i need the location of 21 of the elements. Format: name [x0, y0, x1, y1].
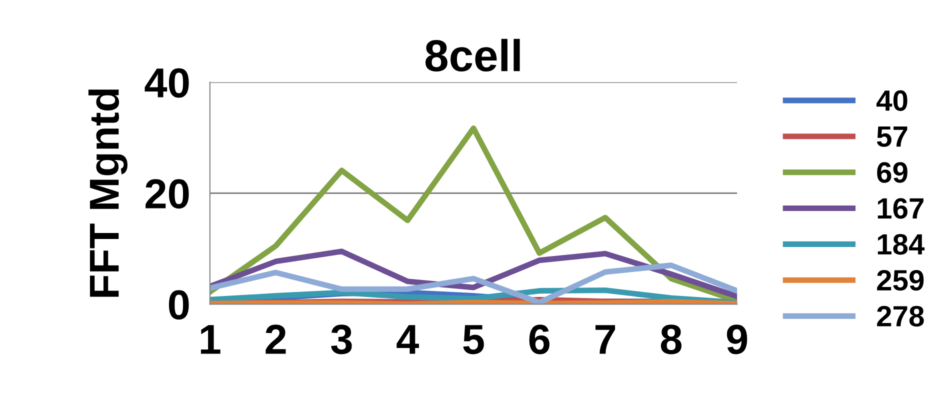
y-tick-label: 0	[168, 290, 189, 320]
x-tick-label: 9	[726, 324, 748, 354]
legend-label: 167	[878, 198, 924, 219]
x-tick-label: 8	[660, 324, 682, 354]
legend-label: 278	[877, 306, 924, 327]
x-tick-label: 5	[463, 325, 484, 354]
x-tick-label: 6	[529, 324, 550, 354]
chart-title: 8cell	[425, 38, 520, 72]
legend-label: 69	[877, 162, 908, 183]
legend-label: 259	[877, 270, 924, 291]
x-tick-label: 1	[200, 325, 220, 354]
legend-label: 40	[876, 90, 908, 111]
y-axis-title: FFT Mgntd	[88, 89, 128, 297]
y-tick-label: 20	[146, 179, 189, 209]
legend-label: 184	[878, 234, 925, 255]
x-tick-label: 7	[595, 325, 616, 354]
x-tick-label: 3	[331, 324, 352, 354]
x-tick-label: 2	[266, 324, 286, 354]
y-tick-label: 40	[144, 68, 189, 98]
legend-label: 57	[876, 126, 908, 147]
x-tick-label: 4	[396, 325, 419, 354]
